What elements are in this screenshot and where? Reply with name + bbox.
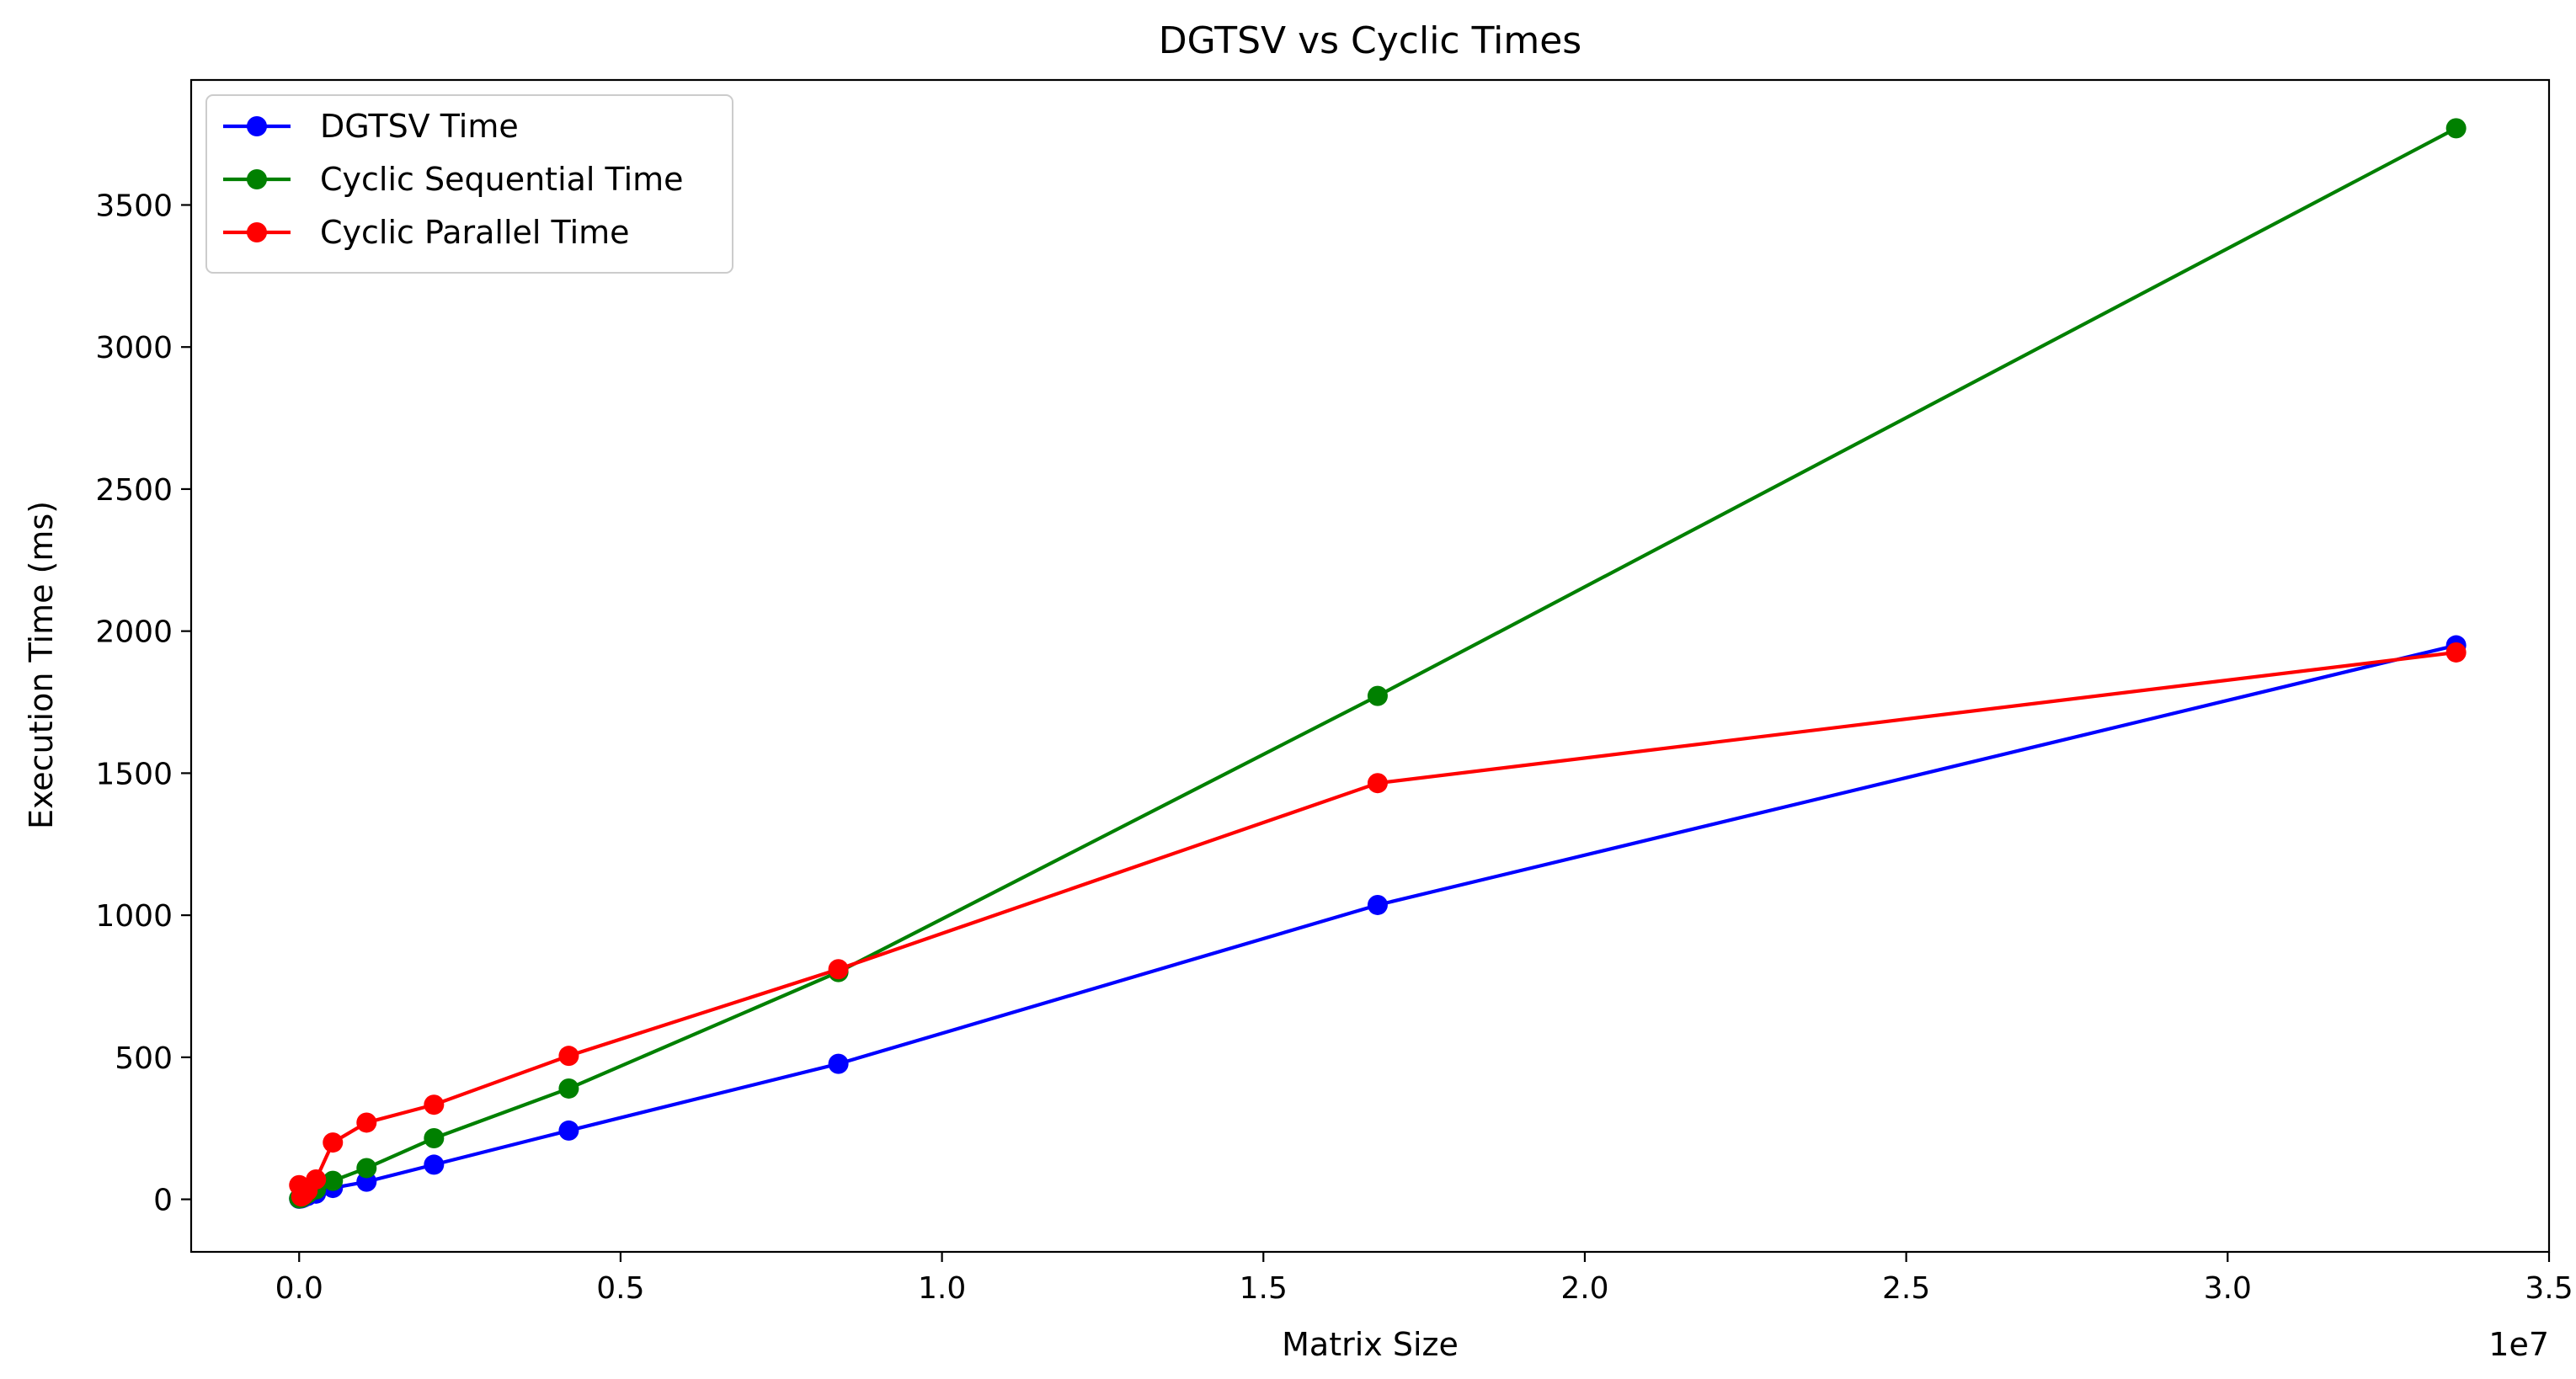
legend-marker xyxy=(247,169,267,189)
y-tick-label: 3000 xyxy=(95,331,173,365)
series-cyclic-parallel-time xyxy=(289,642,2467,1207)
legend-label: Cyclic Parallel Time xyxy=(320,214,630,251)
data-point-dgtsv-time xyxy=(1367,894,1388,915)
legend: DGTSV Time Cyclic Sequential Time Cyclic P… xyxy=(205,94,733,274)
x-tick-label: 1.5 xyxy=(1240,1271,1288,1306)
x-tick-label: 3.5 xyxy=(2525,1271,2573,1306)
legend-box xyxy=(205,94,733,274)
data-point-cyclic-parallel-time xyxy=(1367,773,1388,794)
plot-area xyxy=(289,118,2467,1209)
data-point-cyclic-sequential-time xyxy=(1367,685,1388,706)
data-point-dgtsv-time xyxy=(558,1120,579,1141)
legend-label: Cyclic Sequential Time xyxy=(320,161,684,198)
legend-item: Cyclic Sequential Time xyxy=(223,161,684,198)
y-tick-label: 1500 xyxy=(95,757,173,791)
legend-marker xyxy=(247,116,267,136)
legend-label: DGTSV Time xyxy=(320,108,519,145)
y-tick-label: 3500 xyxy=(95,189,173,223)
x-tick-label: 2.5 xyxy=(1882,1271,1930,1306)
data-point-cyclic-sequential-time xyxy=(323,1170,344,1191)
data-point-cyclic-parallel-time xyxy=(306,1169,327,1190)
y-axis: 0 500 1000 1500 2000 2500 3000 3500 xyxy=(95,189,191,1218)
data-point-cyclic-parallel-time xyxy=(558,1046,579,1067)
y-tick-label: 2000 xyxy=(95,615,173,650)
data-point-cyclic-parallel-time xyxy=(828,959,849,980)
x-tick-label: 0.5 xyxy=(596,1271,644,1306)
y-axis-label: Execution Time (ms) xyxy=(23,501,60,829)
x-tick-label: 1.0 xyxy=(918,1271,966,1306)
data-point-cyclic-parallel-time xyxy=(323,1132,344,1153)
data-point-cyclic-parallel-time xyxy=(356,1112,377,1133)
x-tick-label: 3.0 xyxy=(2204,1271,2252,1306)
legend-marker xyxy=(247,222,267,242)
y-tick-label: 1000 xyxy=(95,899,173,934)
x-axis: 0.0 0.5 1.0 1.5 2.0 2.5 3.0 3.5 xyxy=(275,1252,2573,1306)
data-point-cyclic-sequential-time xyxy=(558,1078,579,1099)
x-axis-label: Matrix Size xyxy=(1282,1326,1459,1363)
data-point-cyclic-sequential-time xyxy=(356,1158,377,1179)
x-axis-offset-label: 1e7 xyxy=(2488,1326,2549,1363)
data-point-cyclic-sequential-time xyxy=(424,1128,445,1149)
legend-item: Cyclic Parallel Time xyxy=(223,214,630,251)
y-tick-label: 2500 xyxy=(95,473,173,508)
x-tick-label: 0.0 xyxy=(275,1271,323,1306)
legend-item: DGTSV Time xyxy=(223,108,519,145)
data-point-cyclic-parallel-time xyxy=(2445,642,2467,663)
data-point-dgtsv-time xyxy=(424,1154,445,1175)
plot-frame xyxy=(189,78,2551,1254)
data-point-cyclic-sequential-time xyxy=(2445,118,2467,139)
x-tick-label: 2.0 xyxy=(1560,1271,1608,1306)
data-point-dgtsv-time xyxy=(828,1053,849,1074)
y-tick-label: 500 xyxy=(115,1041,173,1076)
y-tick-label: 0 xyxy=(153,1184,173,1218)
chart-title: DGTSV vs Cyclic Times xyxy=(1159,19,1581,62)
data-point-cyclic-parallel-time xyxy=(424,1094,445,1115)
